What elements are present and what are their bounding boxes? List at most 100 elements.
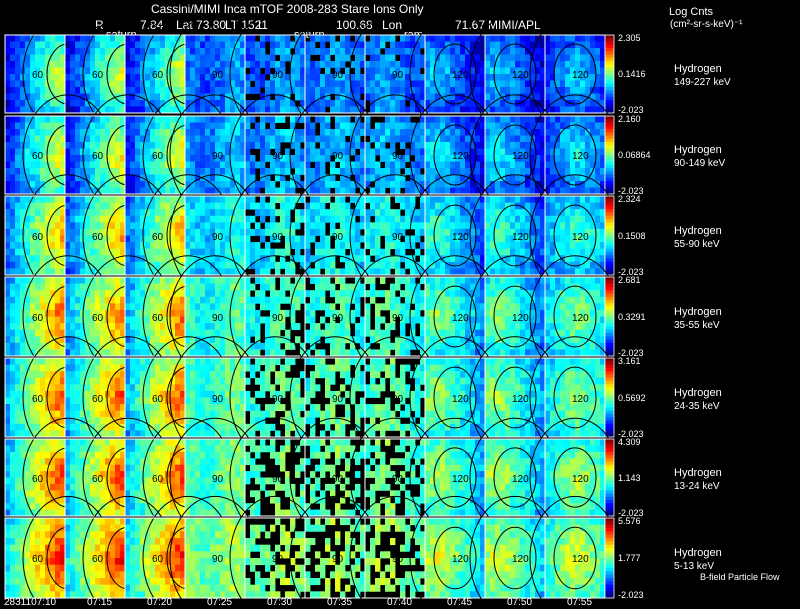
pixel <box>135 93 141 101</box>
pixel <box>260 209 266 217</box>
pixel <box>235 202 241 210</box>
pixel <box>345 161 351 169</box>
pixel <box>20 283 26 291</box>
pixel <box>460 168 466 175</box>
pixel <box>325 54 331 62</box>
colorbar-segment <box>605 106 614 111</box>
pixel <box>520 80 526 88</box>
pixel <box>340 61 346 68</box>
pixel <box>470 202 476 210</box>
pixel <box>495 129 501 136</box>
pixel <box>45 228 51 236</box>
pixel <box>210 35 216 42</box>
pixel <box>295 142 301 149</box>
pixel <box>20 135 26 143</box>
pixel <box>590 155 596 162</box>
pixel <box>175 290 181 298</box>
pixel <box>145 61 151 68</box>
pixel <box>110 222 116 230</box>
pixel <box>360 248 366 256</box>
pixel <box>230 303 236 311</box>
pixel <box>205 349 211 357</box>
pixel <box>425 222 431 230</box>
pixel <box>255 142 261 149</box>
pixel <box>380 155 386 162</box>
pixel <box>165 106 171 114</box>
pixel <box>400 142 406 149</box>
pixel <box>50 41 56 49</box>
pixel <box>245 61 251 68</box>
pixel <box>120 116 126 123</box>
pixel <box>5 148 11 156</box>
pixel <box>470 122 476 130</box>
pixel <box>340 187 346 195</box>
pixel <box>275 148 281 156</box>
pixel <box>485 161 491 169</box>
pixel <box>270 235 276 243</box>
pixel <box>545 35 551 42</box>
pixel <box>560 106 566 114</box>
pixel <box>70 168 76 175</box>
pixel <box>35 323 41 331</box>
pixel <box>55 106 61 114</box>
pixel <box>95 174 101 182</box>
pixel <box>240 196 246 203</box>
pixel <box>115 209 121 217</box>
pixel <box>475 129 481 136</box>
pixel <box>195 290 201 298</box>
pixel <box>485 202 491 210</box>
pixel <box>420 209 426 217</box>
pixel <box>370 100 376 107</box>
pixel <box>225 142 231 149</box>
pixel <box>35 255 41 263</box>
pixel <box>80 283 86 291</box>
pixel <box>240 242 246 250</box>
pixel <box>260 61 266 68</box>
pixel <box>510 168 516 175</box>
pixel <box>475 209 481 217</box>
pixel <box>110 316 116 324</box>
pixel <box>260 168 266 175</box>
pixel <box>5 336 11 344</box>
pixel <box>340 129 346 136</box>
pixel <box>15 215 21 223</box>
pixel <box>65 303 71 311</box>
pixel <box>385 255 391 263</box>
pixel <box>530 187 536 195</box>
pixel <box>80 202 86 210</box>
pixel <box>230 228 236 236</box>
pixel <box>80 161 86 169</box>
pixel <box>435 148 441 156</box>
pixel <box>175 174 181 182</box>
pixel <box>480 268 486 276</box>
pixel <box>260 41 266 49</box>
pixel <box>80 303 86 311</box>
pixel <box>440 135 446 143</box>
pixel <box>600 116 606 123</box>
pixel <box>535 48 541 55</box>
pixel <box>45 336 51 344</box>
pixel <box>370 174 376 182</box>
pixel <box>200 129 206 136</box>
pixel <box>160 187 166 195</box>
pixel <box>260 48 266 55</box>
pixel <box>475 87 481 94</box>
pixel <box>350 268 356 276</box>
pixel <box>475 48 481 55</box>
pixel <box>395 235 401 243</box>
pixel <box>40 87 46 94</box>
pixel <box>210 161 216 169</box>
pixel <box>60 106 66 114</box>
pixel <box>35 155 41 162</box>
pixel <box>310 129 316 136</box>
pixel <box>435 93 441 101</box>
pixel <box>50 290 56 298</box>
pixel <box>580 268 586 276</box>
pixel <box>485 116 491 123</box>
pixel <box>270 168 276 175</box>
pixel <box>510 228 516 236</box>
pixel <box>490 135 496 143</box>
pixel <box>230 323 236 331</box>
pixel <box>120 316 126 324</box>
pixel <box>185 242 191 250</box>
